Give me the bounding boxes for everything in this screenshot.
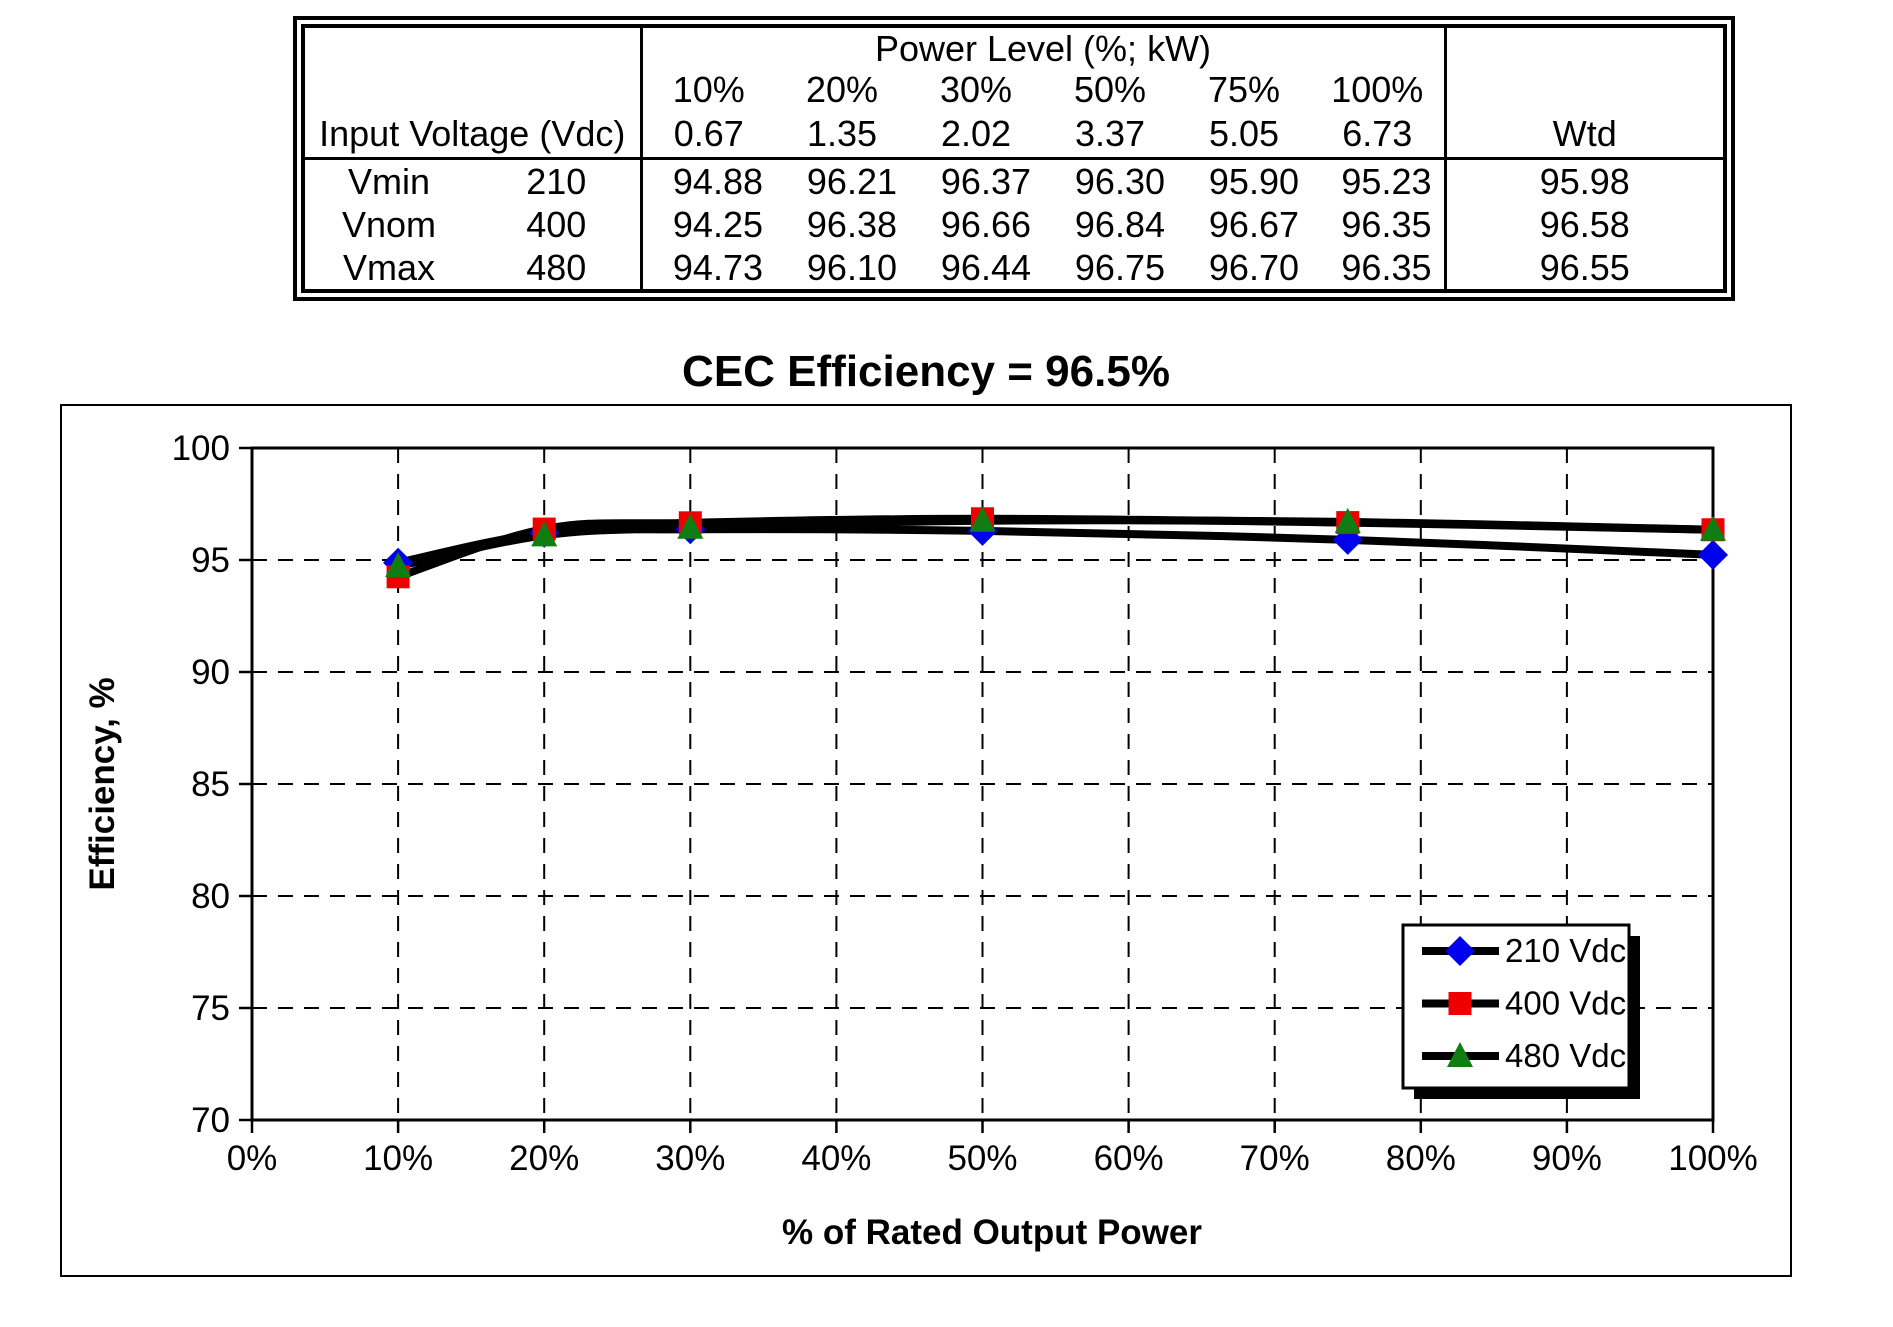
y-tick-label: 75 [191, 989, 230, 1028]
row-voltage: 210 [526, 160, 587, 202]
y-tick-label: 90 [191, 653, 230, 692]
x-tick-label: 90% [1532, 1139, 1602, 1178]
legend-label: 400 Vdc [1505, 985, 1626, 1022]
x-tick-label: 40% [801, 1139, 871, 1178]
efficiency-value: 96.37 [940, 160, 1031, 202]
chart-container: 0% 10% 20% 30% 40% 50% 60% 70% 80% 90% 100% 70 75 80 8… [60, 404, 1792, 1277]
y-tick-label: 85 [191, 765, 230, 804]
row-name: Vmin [347, 160, 431, 202]
efficiency-value: 95.23 [1341, 160, 1432, 202]
marker-480-vdc [969, 506, 996, 532]
kw-value: 5.05 [1177, 110, 1311, 160]
marker-480-vdc [677, 513, 704, 539]
y-tick-label: 80 [191, 877, 230, 916]
input-voltage-label: Input Voltage (Vdc) [305, 110, 641, 160]
efficiency-value: 96.38 [806, 203, 897, 245]
y-tick-label: 70 [191, 1101, 230, 1140]
efficiency-value: 96.35 [1341, 246, 1432, 288]
efficiency-value: 96.21 [806, 160, 897, 202]
percent-header: 30% [939, 68, 1013, 110]
efficiency-value: 94.25 [639, 203, 775, 246]
legend-label: 480 Vdc [1505, 1037, 1626, 1074]
row-voltage: 480 [526, 246, 587, 288]
table-row-vmin: Vmin 210 94.88 96.21 96.37 96.30 95.90 9… [305, 158, 1723, 203]
row-name: Vmax [342, 246, 436, 288]
legend-marker-400-vdc [1448, 992, 1472, 1015]
percent-header: 20% [805, 68, 879, 110]
row-name: Vnom [341, 203, 437, 245]
wtd-value: 96.55 [1443, 246, 1723, 289]
efficiency-value: 96.10 [806, 246, 897, 288]
percent-header: 75% [1207, 68, 1281, 110]
efficiency-table-frame: Power Level (%; kW) 10% 20% 30% 50% 75% … [293, 16, 1735, 301]
efficiency-value: 96.44 [940, 246, 1031, 288]
legend-marker-480-vdc [1447, 1042, 1473, 1067]
efficiency-value: 94.73 [639, 246, 775, 289]
efficiency-table: Power Level (%; kW) 10% 20% 30% 50% 75% … [305, 28, 1723, 289]
y-axis-title: Efficiency, % [83, 677, 122, 890]
x-tick-label: 60% [1094, 1139, 1164, 1178]
marker-480-vdc [385, 552, 412, 578]
efficiency-value: 96.30 [1074, 160, 1165, 202]
efficiency-chart: 0% 10% 20% 30% 40% 50% 60% 70% 80% 90% 100% 70 75 80 8… [83, 429, 1758, 1252]
kw-value: 1.35 [775, 110, 909, 160]
table-row-kw: Input Voltage (Vdc) 0.67 1.35 2.02 3.37 … [305, 110, 1723, 160]
table-row-vmax: Vmax 480 94.73 96.10 96.44 96.75 96.70 9… [305, 246, 1723, 289]
marker-480-vdc [1700, 515, 1726, 541]
marker-480-vdc [531, 521, 558, 547]
table-row-vnom: Vnom 400 94.25 96.38 96.66 96.84 96.67 9… [305, 203, 1723, 246]
percent-header: 10% [639, 69, 775, 110]
marker-480-vdc [1334, 507, 1361, 533]
efficiency-value: 96.70 [1208, 246, 1299, 288]
legend-label: 210 Vdc [1505, 932, 1626, 969]
legend-marker-210-vdc [1445, 936, 1475, 966]
table-row-power-level: Power Level (%; kW) [305, 28, 1723, 69]
empty-cell [305, 69, 641, 110]
marker-210-vdc [1698, 539, 1728, 570]
empty-cell [1443, 28, 1723, 69]
x-tick-label: 70% [1240, 1139, 1310, 1178]
x-tick-label: 10% [363, 1139, 433, 1178]
plot-area [250, 446, 1715, 1122]
wtd-header: Wtd [1443, 110, 1723, 160]
chart-title: CEC Efficiency = 96.5% [682, 347, 1170, 396]
x-tick-label: 20% [509, 1139, 579, 1178]
kw-value: 2.02 [909, 110, 1043, 160]
x-tick-label: 30% [655, 1139, 725, 1178]
efficiency-value: 96.67 [1208, 203, 1299, 245]
efficiency-value: 96.75 [1074, 246, 1165, 288]
table-row-percent: 10% 20% 30% 50% 75% 100% [305, 69, 1723, 110]
row-voltage: 400 [526, 203, 587, 245]
efficiency-value: 96.84 [1074, 203, 1165, 245]
x-tick-label: 100% [1668, 1139, 1758, 1178]
x-axis-title: % of Rated Output Power [782, 1213, 1202, 1252]
kw-value: 0.67 [639, 110, 775, 160]
percent-header: 50% [1073, 68, 1147, 110]
percent-header: 100% [1331, 68, 1424, 110]
efficiency-table-inner-frame: Power Level (%; kW) 10% 20% 30% 50% 75% … [301, 24, 1727, 293]
efficiency-value: 94.88 [639, 158, 775, 203]
y-tick-label: 95 [191, 541, 230, 580]
efficiency-value: 96.35 [1341, 203, 1432, 245]
empty-cell [1443, 69, 1723, 110]
power-level-header: Power Level (%; kW) [639, 28, 1445, 69]
efficiency-value: 96.66 [940, 203, 1031, 245]
x-tick-label: 80% [1386, 1139, 1456, 1178]
wtd-value: 95.98 [1443, 158, 1723, 203]
x-tick-label: 0% [227, 1139, 278, 1178]
y-tick-label: 100 [172, 429, 230, 468]
empty-cell [305, 28, 641, 69]
marker-210-vdc [1332, 524, 1363, 555]
kw-value: 3.37 [1043, 110, 1177, 160]
kw-value: 6.73 [1311, 110, 1445, 160]
efficiency-value: 95.90 [1208, 160, 1299, 202]
wtd-value: 96.58 [1443, 203, 1723, 246]
x-tick-label: 50% [947, 1139, 1017, 1178]
